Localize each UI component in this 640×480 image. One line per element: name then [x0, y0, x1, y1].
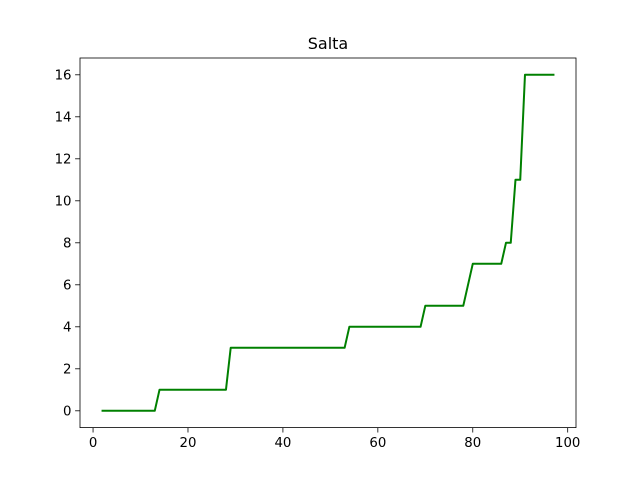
series-layer [101, 73, 555, 412]
axes-frame [79, 57, 577, 429]
x-tick-label: 100 [555, 436, 580, 451]
x-tick-label: 80 [464, 436, 481, 451]
y-tick-label: 10 [55, 195, 72, 210]
y-tick-label: 0 [63, 405, 71, 420]
chart-title: Salta [308, 34, 348, 53]
y-tick-label: 14 [55, 111, 72, 126]
x-tick-label: 60 [369, 436, 386, 451]
series-line [101, 73, 555, 412]
y-tick-label: 16 [55, 69, 72, 84]
x-axis: 0 20 40 60 80 100 [89, 427, 580, 451]
y-axis: 0 2 4 6 8 10 12 14 16 [55, 69, 80, 420]
y-tick-label: 2 [63, 363, 71, 378]
y-tick-label: 8 [63, 237, 71, 252]
x-tick-label: 40 [274, 436, 291, 451]
y-tick-label: 6 [63, 279, 71, 294]
x-tick-label: 20 [180, 436, 197, 451]
x-tick-label: 0 [89, 436, 97, 451]
y-tick-label: 4 [63, 321, 71, 336]
y-tick-label: 12 [55, 153, 72, 168]
